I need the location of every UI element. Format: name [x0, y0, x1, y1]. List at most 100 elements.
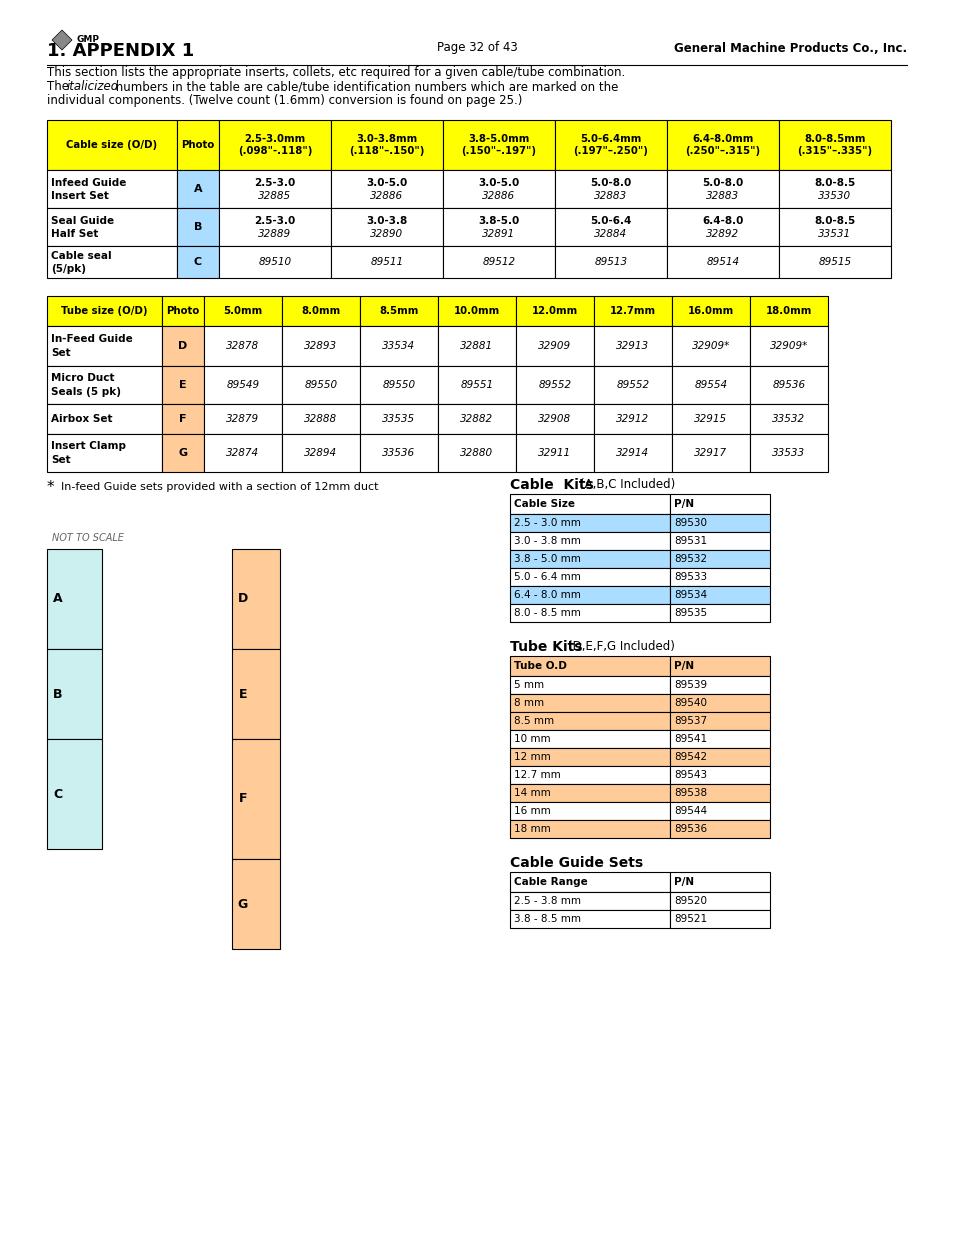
Bar	[47, 433, 162, 472]
Text: Tube size (O/D): Tube size (O/D)	[61, 306, 148, 316]
Bar	[669, 694, 769, 713]
Bar	[47, 739, 102, 848]
Text: 33530: 33530	[818, 191, 851, 201]
Text: 32880: 32880	[460, 448, 493, 458]
Bar	[162, 326, 204, 366]
Bar	[162, 366, 204, 404]
Text: 89536: 89536	[673, 824, 706, 834]
Bar	[510, 550, 669, 568]
Bar	[779, 120, 890, 170]
Bar	[510, 694, 669, 713]
Text: 89551: 89551	[460, 380, 493, 390]
Text: 89550: 89550	[382, 380, 416, 390]
Bar	[47, 170, 177, 207]
Text: The: The	[47, 80, 72, 93]
Text: Seals (5 pk): Seals (5 pk)	[51, 387, 121, 396]
Text: 8 mm: 8 mm	[514, 698, 543, 708]
Text: GMP: GMP	[77, 36, 100, 44]
Text: 32885: 32885	[258, 191, 292, 201]
Text: 33534: 33534	[382, 341, 416, 351]
Text: 32874: 32874	[226, 448, 259, 458]
Text: 89554: 89554	[694, 380, 727, 390]
Text: 10 mm: 10 mm	[514, 734, 550, 743]
Bar	[749, 366, 827, 404]
Text: 89533: 89533	[673, 572, 706, 582]
Text: 32888: 32888	[304, 414, 337, 424]
Bar	[510, 910, 669, 927]
Bar	[594, 326, 671, 366]
Text: 5.0-6.4mm
(.197"–.250"): 5.0-6.4mm (.197"–.250")	[573, 135, 648, 156]
Bar	[232, 550, 280, 650]
Bar	[669, 585, 769, 604]
Bar	[219, 170, 331, 207]
Bar	[779, 246, 890, 278]
Text: 8.0mm: 8.0mm	[301, 306, 340, 316]
Bar	[331, 120, 442, 170]
Bar	[510, 604, 669, 622]
Bar	[219, 246, 331, 278]
Bar	[666, 246, 779, 278]
Text: 8.0-8.5mm
(.315"–.335"): 8.0-8.5mm (.315"–.335")	[797, 135, 872, 156]
Bar	[437, 326, 516, 366]
Bar	[47, 246, 177, 278]
Bar	[779, 170, 890, 207]
Text: 32881: 32881	[460, 341, 493, 351]
Text: Cable Guide Sets: Cable Guide Sets	[510, 856, 642, 869]
Text: 2.5 - 3.8 mm: 2.5 - 3.8 mm	[514, 897, 580, 906]
Bar	[204, 433, 282, 472]
Text: 89537: 89537	[673, 716, 706, 726]
Text: 89514: 89514	[706, 257, 739, 267]
Text: 12.0mm: 12.0mm	[532, 306, 578, 316]
Text: 89511: 89511	[370, 257, 403, 267]
Text: General Machine Products Co., Inc.: General Machine Products Co., Inc.	[673, 42, 906, 54]
Bar	[47, 207, 177, 246]
Bar	[671, 326, 749, 366]
Bar	[510, 748, 669, 766]
Text: 89515: 89515	[818, 257, 851, 267]
Bar	[666, 207, 779, 246]
Text: Micro Duct: Micro Duct	[51, 373, 114, 383]
Text: 32883: 32883	[706, 191, 739, 201]
Text: 32883: 32883	[594, 191, 627, 201]
Bar	[47, 650, 102, 739]
Text: 18.0mm: 18.0mm	[765, 306, 811, 316]
Bar	[177, 120, 219, 170]
Text: 89542: 89542	[673, 752, 706, 762]
Text: 8.0-8.5: 8.0-8.5	[814, 216, 855, 226]
Bar	[437, 366, 516, 404]
Text: 32889: 32889	[258, 228, 292, 240]
Bar	[671, 296, 749, 326]
Text: numbers in the table are cable/tube identification numbers which are marked on t: numbers in the table are cable/tube iden…	[112, 80, 618, 93]
Text: 32882: 32882	[460, 414, 493, 424]
Text: 89549: 89549	[226, 380, 259, 390]
Text: 8.0 - 8.5 mm: 8.0 - 8.5 mm	[514, 608, 580, 618]
Text: Insert Clamp: Insert Clamp	[51, 441, 126, 451]
Text: Set: Set	[51, 348, 71, 358]
Bar	[47, 404, 162, 433]
Text: 3.0 - 3.8 mm: 3.0 - 3.8 mm	[514, 536, 580, 546]
Bar	[219, 207, 331, 246]
Bar	[669, 532, 769, 550]
Text: C: C	[53, 788, 63, 800]
Text: 5.0-8.0: 5.0-8.0	[701, 178, 742, 188]
Text: B: B	[53, 688, 63, 700]
Bar	[669, 820, 769, 839]
Text: 89532: 89532	[673, 555, 706, 564]
Text: 33535: 33535	[382, 414, 416, 424]
Bar	[594, 404, 671, 433]
Text: Set: Set	[51, 454, 71, 466]
Text: 16.0mm: 16.0mm	[687, 306, 734, 316]
Text: 32909*: 32909*	[769, 341, 807, 351]
Text: 89534: 89534	[673, 590, 706, 600]
Bar	[442, 120, 555, 170]
Text: D: D	[178, 341, 188, 351]
Text: 3.0-5.0: 3.0-5.0	[366, 178, 407, 188]
Bar	[510, 872, 669, 892]
Bar	[669, 892, 769, 910]
Bar	[749, 326, 827, 366]
Bar	[232, 860, 280, 948]
Text: 10.0mm: 10.0mm	[454, 306, 499, 316]
Bar	[666, 120, 779, 170]
Text: 89512: 89512	[482, 257, 515, 267]
Text: Cable seal: Cable seal	[51, 251, 112, 261]
